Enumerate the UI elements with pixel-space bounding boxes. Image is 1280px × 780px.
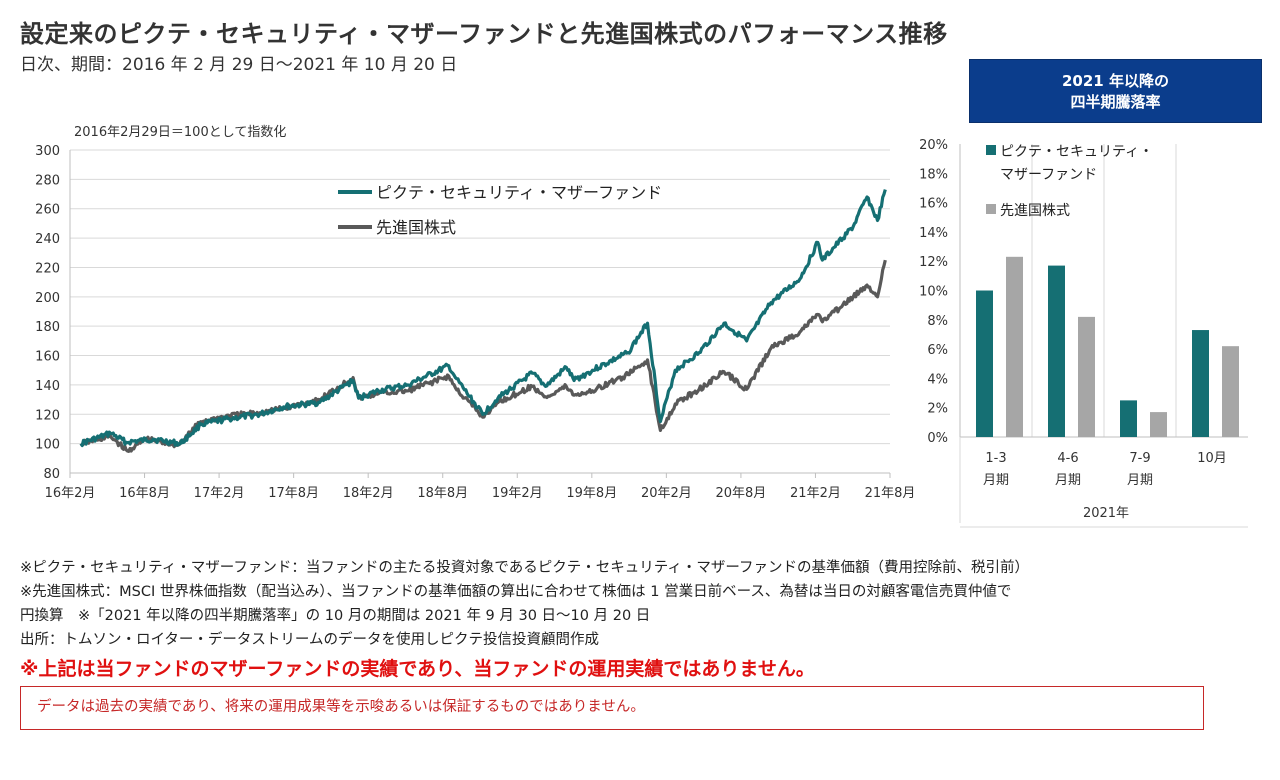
fund-bar <box>1120 400 1137 437</box>
legend-world-label: 先進国株式 <box>1000 203 1070 219</box>
x-tick-label: 18年8月 <box>417 486 468 501</box>
x-tick-label: 19年8月 <box>566 486 617 501</box>
y-tick-label: 220 <box>35 261 60 276</box>
footnote-line: 出所：トムソン・ロイター・データストリームのデータを使用しピクテ投信投資顧問作成 <box>20 632 599 648</box>
category-label: 月期 <box>1055 473 1081 488</box>
disclaimer-text: データは過去の実績であり、将来の運用成果等を示唆あるいは保証するものではありませ… <box>37 699 645 715</box>
y-tick-label: 300 <box>35 144 60 159</box>
y-tick-label: 2% <box>927 402 948 417</box>
category-label: 1-3 <box>985 451 1006 466</box>
x-tick-label: 21年8月 <box>865 486 916 501</box>
fund-bar <box>1192 330 1209 437</box>
x-tick-label: 17年2月 <box>194 486 245 501</box>
y-tick-label: 260 <box>35 203 60 218</box>
x-tick-label: 16年2月 <box>45 486 96 501</box>
y-tick-label: 20% <box>919 138 948 153</box>
badge-line-1: 2021 年以降の <box>1062 72 1169 90</box>
y-tick-label: 200 <box>35 291 60 306</box>
y-tick-label: 120 <box>35 408 60 423</box>
y-tick-label: 14% <box>919 226 948 241</box>
y-tick-label: 8% <box>927 314 948 329</box>
disclaimer-box: データは過去の実績であり、将来の運用成果等を示唆あるいは保証するものではありませ… <box>20 686 1204 730</box>
index-note: 2016年2月29日＝100として指数化 <box>74 125 287 140</box>
category-label: 月期 <box>1127 473 1153 488</box>
x-tick-label: 18年2月 <box>343 486 394 501</box>
legend-fund-label: ピクテ・セキュリティ・マザーファンド <box>376 183 662 202</box>
x-tick-label: 19年2月 <box>492 486 543 501</box>
footnote-line: ※ピクテ・セキュリティ・マザーファンド：当ファンドの主たる投資対象であるピクテ・… <box>20 560 1030 576</box>
legend-world-label: 先進国株式 <box>376 218 456 237</box>
performance-line-chart: 80 100 120 140 160 180 200 220 240 260 280 300 16年2月… <box>35 144 916 501</box>
y-tick-label: 18% <box>919 167 948 182</box>
legend-fund-label-line-2: マザーファンド <box>1000 167 1097 183</box>
y-tick-label: 280 <box>35 173 60 188</box>
world-bar <box>1078 316 1095 437</box>
y-tick-label: 16% <box>919 197 948 212</box>
y-tick-label: 10% <box>919 285 948 300</box>
x-tick-label: 16年8月 <box>119 486 170 501</box>
y-tick-label: 180 <box>35 320 60 335</box>
footnote-line: 円換算 ※「2021 年以降の四半期騰落率」の 10 月の期間は 2021 年 … <box>20 608 651 624</box>
y-tick-label: 100 <box>35 438 60 453</box>
x-tick-label: 21年2月 <box>790 486 841 501</box>
x-tick-label: 17年8月 <box>268 486 319 501</box>
category-label: 4-6 <box>1057 451 1078 466</box>
world-bar <box>1222 346 1239 437</box>
legend-world-swatch <box>986 204 996 214</box>
legend-fund-label-line-1: ピクテ・セキュリティ・ <box>1000 144 1153 160</box>
y-tick-label: 0% <box>927 431 948 446</box>
footnote-line: ※先進国株式：MSCI 世界株価指数（配当込み）、当ファンドの基準価額の算出に合… <box>20 584 1012 600</box>
footnotes: ※ピクテ・セキュリティ・マザーファンド：当ファンドの主たる投資対象であるピクテ・… <box>20 556 1260 652</box>
category-label: 月期 <box>983 473 1009 488</box>
world-bar <box>1006 256 1023 437</box>
fund-bar <box>1048 265 1065 437</box>
y-tick-label: 12% <box>919 255 948 270</box>
x-tick-label: 20年2月 <box>641 486 692 501</box>
badge-line-2: 四半期騰落率 <box>1070 93 1161 111</box>
y-tick-label: 140 <box>35 379 60 394</box>
legend-fund-swatch <box>986 145 996 155</box>
warning-text: ※上記は当ファンドのマザーファンドの実績であり、当ファンドの運用実績ではありませ… <box>20 658 815 680</box>
page-title: 設定来のピクテ・セキュリティ・マザーファンドと先進国株式のパフォーマンス推移 <box>20 20 948 48</box>
y-tick-label: 6% <box>927 343 948 358</box>
fund-bar <box>976 290 993 437</box>
quarterly-bar-chart: 0% 2% 4% 6% 8% 10% 12% 14% 16% 18% 20% 1-3 月期 4-6 月期 7-… <box>919 138 1248 528</box>
world-bar <box>1150 412 1167 437</box>
category-label: 7-9 <box>1129 451 1150 466</box>
x-tick-label: 20年8月 <box>715 486 766 501</box>
x-axis-title: 2021年 <box>1083 506 1129 521</box>
y-tick-label: 4% <box>927 372 948 387</box>
y-tick-label: 240 <box>35 232 60 247</box>
y-tick-label: 80 <box>43 467 60 482</box>
page-subtitle: 日次、期間：2016 年 2 月 29 日～2021 年 10 月 20 日 <box>20 55 458 75</box>
fund-line <box>79 189 887 448</box>
category-label: 10月 <box>1197 451 1227 466</box>
quarterly-return-badge: 2021 年以降の 四半期騰落率 <box>969 59 1262 123</box>
y-tick-label: 160 <box>35 350 60 365</box>
